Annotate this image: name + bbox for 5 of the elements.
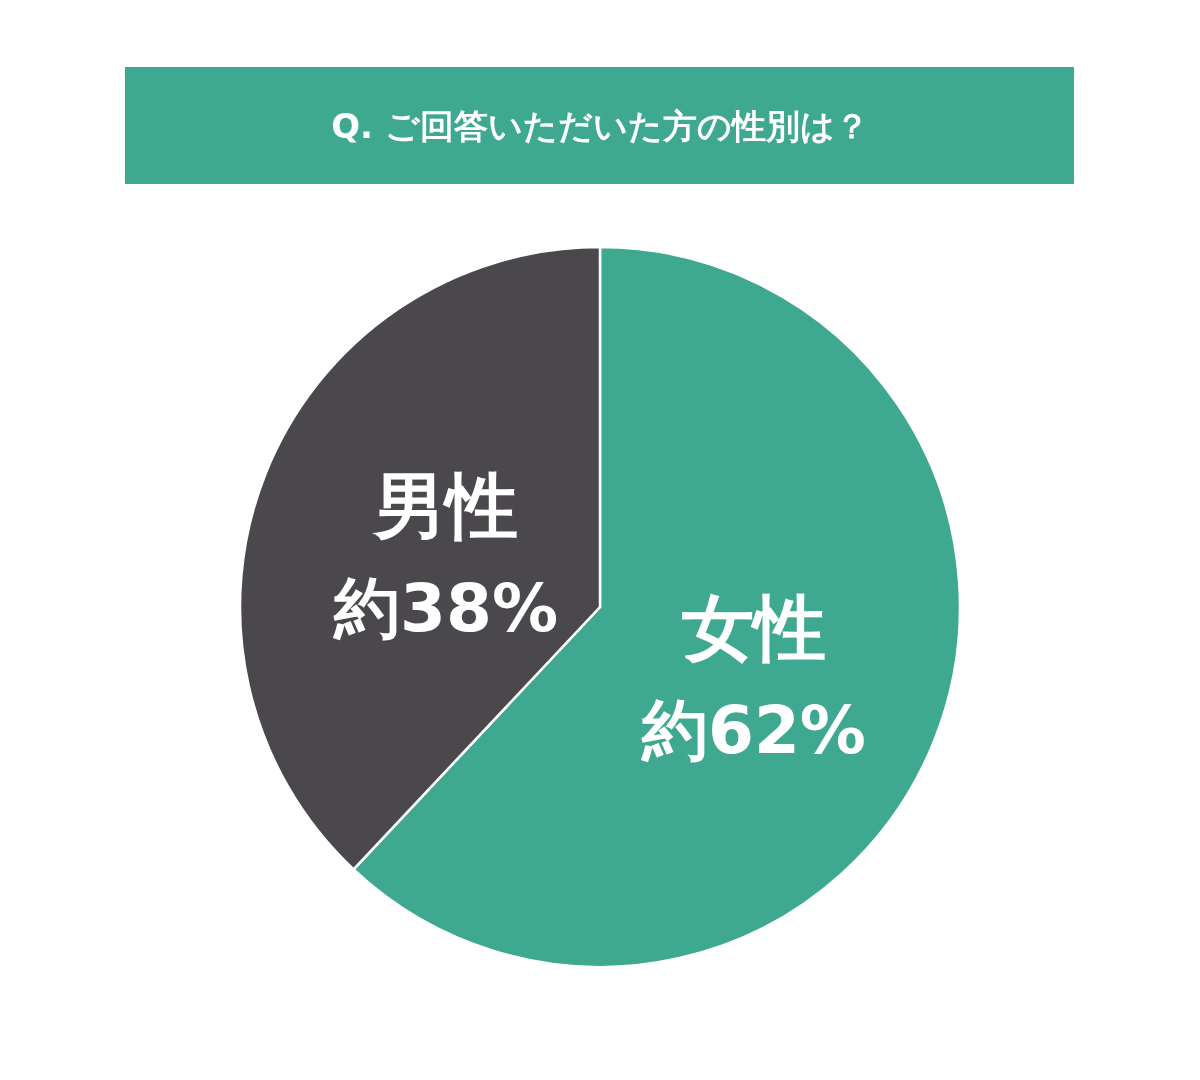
slice-label: 男性 — [372, 464, 519, 549]
slice-label: 女性 — [681, 585, 826, 670]
data-label: 約38% — [332, 570, 559, 648]
data-label: 約62% — [639, 691, 866, 769]
chart-title: Q. ご回答いただいた方の性別は？ — [331, 106, 869, 146]
